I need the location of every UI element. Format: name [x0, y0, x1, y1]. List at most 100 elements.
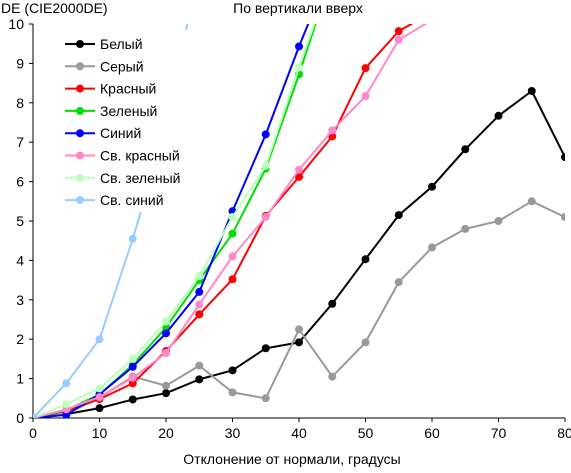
data-point	[195, 272, 204, 281]
data-point	[428, 243, 436, 252]
data-point	[128, 395, 137, 404]
data-point	[261, 344, 270, 353]
series-7	[33, 24, 316, 418]
data-point	[461, 224, 470, 233]
legend-label: Зеленый	[100, 103, 157, 119]
data-point	[128, 234, 137, 243]
data-point	[494, 217, 503, 225]
y-tick-label: 1	[16, 371, 24, 387]
x-tick-label: 60	[424, 425, 440, 441]
data-point	[128, 354, 137, 363]
data-point	[328, 372, 337, 381]
data-point	[62, 400, 71, 409]
axes-layer: 0 1 2 3 4 5 6 7 8 9 10 0 10 20 30 40 50 60 70 80	[8, 16, 571, 441]
data-point	[295, 42, 303, 51]
data-point	[527, 86, 536, 95]
legend-label: Св. зеленый	[100, 170, 180, 186]
legend-layer: Белый Серый Красный Зеленый Синий Св. красный…	[65, 36, 180, 208]
legend-marker	[76, 40, 84, 48]
x-tick-label: 20	[158, 425, 174, 441]
data-point	[431, 24, 433, 25]
y-tick-label: 4	[16, 252, 24, 268]
legend-box	[58, 30, 200, 212]
legend-item: Красный	[65, 81, 156, 97]
series-1	[33, 86, 565, 418]
y-tick-label: 2	[16, 331, 24, 347]
x-tick-label: 80	[557, 425, 571, 441]
data-point	[162, 317, 170, 326]
data-point	[162, 348, 170, 357]
data-point	[464, 24, 466, 25]
data-point	[162, 329, 170, 338]
data-point	[561, 213, 565, 222]
data-point	[228, 275, 237, 284]
data-point	[33, 414, 37, 418]
data-point	[195, 300, 204, 309]
series-line	[33, 200, 565, 418]
data-point	[228, 213, 237, 222]
data-point	[394, 211, 403, 220]
x-axis-label: Отклонение от нормали, градусы	[183, 451, 400, 467]
legend-marker	[76, 173, 84, 182]
legend-item: Св. зеленый	[65, 170, 180, 186]
data-point	[295, 338, 303, 347]
data-point	[128, 362, 137, 371]
y-axis-label: DE (CIE2000DE)	[1, 0, 108, 16]
data-point	[261, 213, 270, 222]
data-point	[461, 145, 470, 154]
y-tick-label: 6	[16, 174, 24, 190]
y-tick-label: 0	[16, 410, 24, 426]
data-point	[162, 389, 170, 398]
data-point	[195, 310, 204, 319]
legend-marker	[76, 106, 84, 115]
data-point	[162, 381, 170, 390]
data-point	[394, 27, 403, 36]
data-point	[195, 375, 204, 384]
legend-item: Св. синий	[65, 192, 164, 208]
legend-marker	[76, 84, 84, 93]
data-point	[228, 252, 237, 261]
legend-item: Зеленый	[65, 103, 157, 119]
data-point	[95, 335, 104, 344]
data-point	[328, 126, 337, 135]
legend-label: Св. красный	[100, 148, 180, 164]
y-tick-label: 8	[16, 95, 24, 111]
legend-marker	[76, 151, 84, 160]
data-point	[195, 361, 204, 370]
data-point	[128, 379, 137, 388]
data-point	[494, 111, 503, 120]
data-point	[428, 182, 436, 191]
y-tick-label: 7	[16, 134, 24, 150]
y-tick-label: 10	[8, 16, 24, 32]
series-layer	[33, 8, 565, 418]
series-line	[33, 24, 316, 418]
data-point	[228, 366, 237, 375]
series-6	[33, 24, 466, 418]
data-point	[361, 255, 370, 264]
legend-item: Белый	[65, 36, 143, 52]
y-tick-label: 5	[16, 213, 24, 229]
data-point	[527, 197, 536, 206]
legend-marker	[76, 62, 84, 71]
data-point	[295, 63, 303, 72]
x-tick-label: 10	[92, 425, 108, 441]
data-point	[295, 172, 303, 181]
series-line	[33, 24, 310, 418]
data-point	[295, 165, 303, 174]
legend-item: Св. красный	[65, 148, 180, 164]
x-tick-label: 0	[29, 425, 37, 441]
data-point	[295, 325, 303, 334]
legend-item: Серый	[65, 58, 144, 74]
legend-marker	[76, 129, 84, 138]
series-line	[33, 24, 428, 418]
data-point	[394, 278, 403, 287]
data-point	[261, 394, 270, 403]
data-point	[561, 153, 565, 162]
x-tick-label: 70	[491, 425, 507, 441]
y-tick-label: 9	[16, 55, 24, 71]
data-point	[428, 8, 436, 16]
data-point	[328, 299, 337, 308]
data-point	[261, 130, 270, 139]
data-point	[261, 161, 270, 170]
